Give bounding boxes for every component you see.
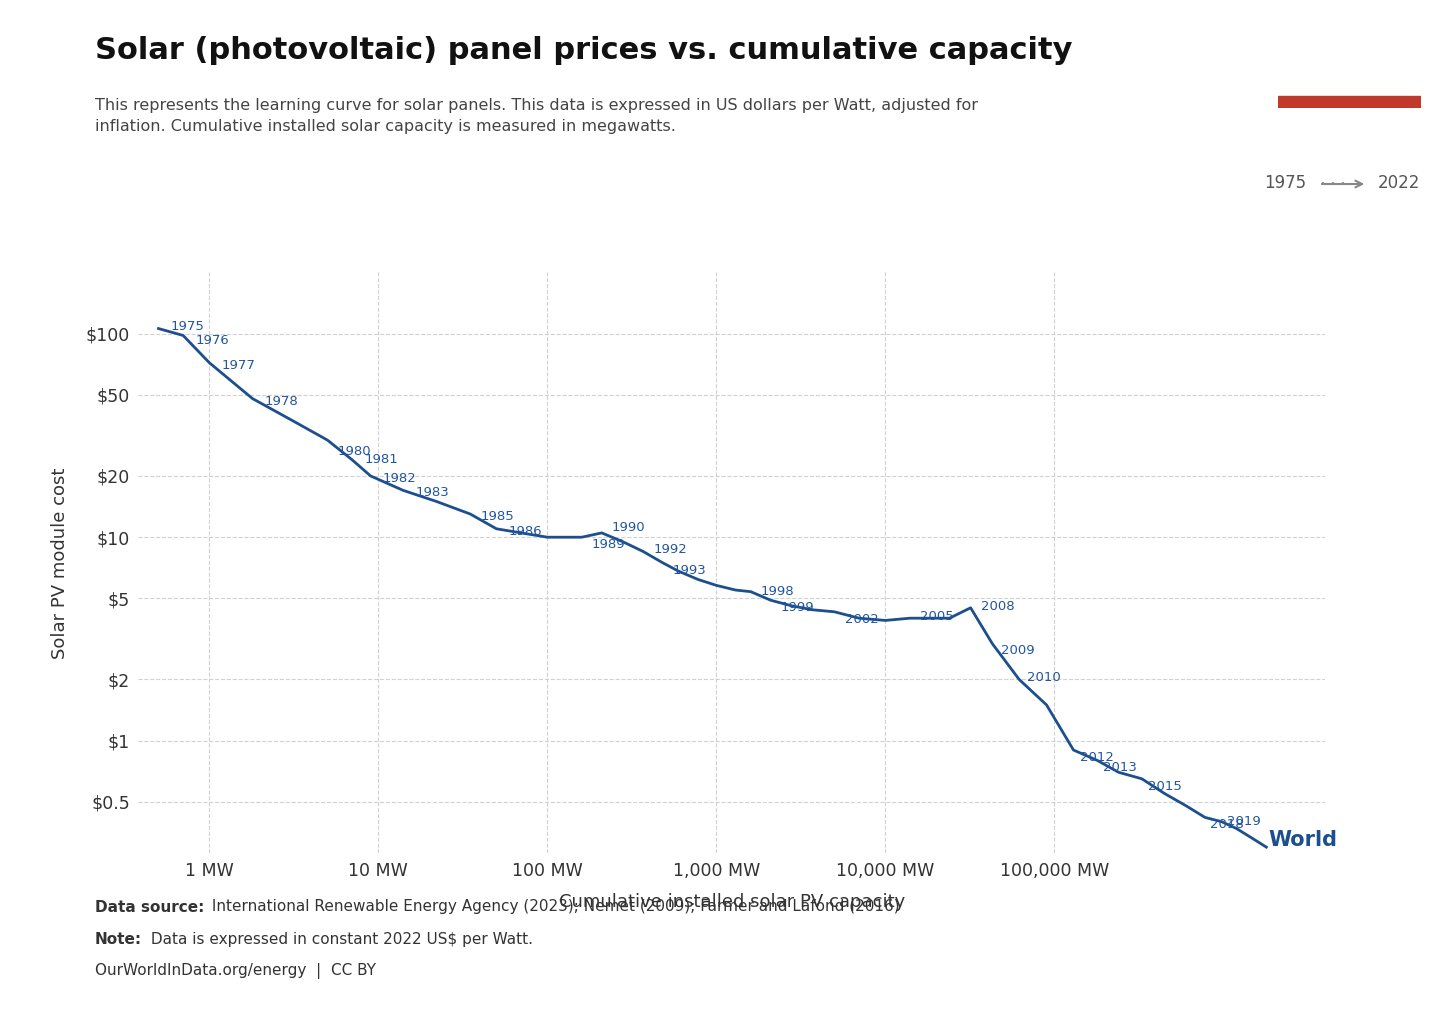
Text: 1998: 1998 [761, 585, 795, 598]
Text: 1983: 1983 [415, 486, 448, 500]
Text: World: World [1268, 831, 1338, 850]
Text: OurWorldInData.org/energy  |  CC BY: OurWorldInData.org/energy | CC BY [95, 963, 376, 980]
Y-axis label: Solar PV module cost: Solar PV module cost [51, 467, 68, 659]
Text: Note:: Note: [95, 932, 141, 948]
Text: in Data: in Data [1321, 63, 1379, 77]
Text: 1985: 1985 [480, 510, 514, 523]
Text: 1990: 1990 [612, 521, 645, 535]
Text: 2005: 2005 [920, 610, 954, 623]
Text: •: • [1329, 179, 1335, 189]
Text: 1989: 1989 [593, 538, 626, 551]
Text: 2002: 2002 [844, 613, 878, 626]
Text: 1975: 1975 [170, 321, 204, 333]
Text: 1975: 1975 [1264, 174, 1306, 192]
Text: Data source:: Data source: [95, 900, 204, 915]
Text: 1999: 1999 [780, 601, 814, 614]
Text: 1976: 1976 [195, 333, 229, 346]
Text: 1981: 1981 [364, 453, 397, 467]
Text: International Renewable Energy Agency (2023); Nemet (2009); Farmer and Lafond (2: International Renewable Energy Agency (2… [207, 900, 900, 915]
Text: 1980: 1980 [338, 445, 371, 457]
Text: 2010: 2010 [1028, 671, 1061, 685]
Text: 1978: 1978 [265, 395, 298, 408]
Text: 1977: 1977 [221, 359, 255, 372]
Text: 1986: 1986 [508, 525, 542, 538]
Text: 2012: 2012 [1080, 750, 1114, 764]
Text: 2008: 2008 [981, 599, 1015, 613]
Text: 2009: 2009 [1000, 645, 1034, 658]
Text: 2018: 2018 [1210, 818, 1243, 832]
Text: 2013: 2013 [1104, 762, 1137, 774]
Text: •: • [1319, 179, 1325, 189]
Text: 1993: 1993 [673, 563, 706, 577]
Text: 2015: 2015 [1147, 779, 1181, 793]
Text: Our World: Our World [1307, 35, 1392, 50]
Text: 1992: 1992 [654, 544, 687, 556]
Text: 2022: 2022 [1377, 174, 1420, 192]
Text: This represents the learning curve for solar panels. This data is expressed in U: This represents the learning curve for s… [95, 98, 977, 134]
Text: Solar (photovoltaic) panel prices vs. cumulative capacity: Solar (photovoltaic) panel prices vs. cu… [95, 36, 1072, 65]
Bar [1278, 96, 1421, 108]
Text: 2019: 2019 [1227, 815, 1261, 829]
Text: Data is expressed in constant 2022 US$ per Watt.: Data is expressed in constant 2022 US$ p… [146, 932, 533, 948]
Text: 1982: 1982 [383, 472, 416, 485]
X-axis label: Cumulative installed solar PV capacity: Cumulative installed solar PV capacity [559, 893, 904, 912]
Text: •: • [1340, 179, 1345, 189]
